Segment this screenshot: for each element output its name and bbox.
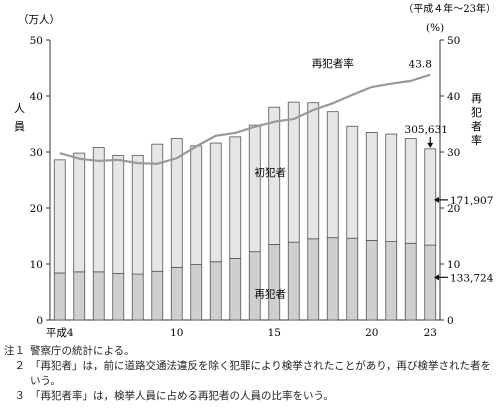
left-tick-label: 40 <box>30 91 43 103</box>
notes: 注１ 警察庁の統計による。 ２ 「再犯者」は，前に道路交通法違反を除く犯罪により… <box>4 344 496 404</box>
bar-first-offenders <box>268 106 281 245</box>
bar-repeat-offenders <box>346 237 359 321</box>
bar-first-offenders <box>326 111 339 239</box>
bar-first-offenders <box>404 138 417 244</box>
right-unit-label: (%) <box>426 22 444 34</box>
right-axis-title-char: 率 <box>471 133 482 147</box>
right-axis-title-char: 再 <box>471 92 482 105</box>
total-last-value: 305,631 <box>405 124 448 136</box>
bar-first-offenders <box>424 148 437 246</box>
bar-repeat-offenders <box>248 251 261 321</box>
note-2-text: 「再犯者」は，前に道路交通法違反を除く犯罪により検挙されたことがあり，再び検挙さ… <box>30 360 492 387</box>
bar-repeat-offenders <box>307 238 320 321</box>
bar-first-offenders <box>248 124 261 253</box>
bar-first-offenders <box>365 131 378 241</box>
bar-first-offenders <box>53 159 66 274</box>
bar-first-offenders <box>190 145 203 265</box>
note-1-text: 警察庁の統計による。 <box>30 345 135 357</box>
bar-repeat-offenders <box>92 271 105 321</box>
bar-repeat-offenders <box>151 270 164 321</box>
total-arrow-head <box>427 142 434 148</box>
repeat-last-value-arrow <box>434 274 439 281</box>
bar-repeat-offenders <box>209 261 222 321</box>
bar-first-offenders <box>385 133 398 242</box>
note-2: ２ 「再犯者」は，前に道路交通法違反を除く犯罪により検挙されたことがあり，再び検… <box>4 359 496 389</box>
right-axis-title-char: 者 <box>471 120 482 133</box>
left-unit-label: （万人） <box>18 14 60 26</box>
left-axis-title-char: 員 <box>14 120 25 133</box>
left-tick-label: 30 <box>30 147 43 159</box>
period-note: （平成４年～23年） <box>403 2 496 15</box>
bar-first-offenders <box>92 147 105 273</box>
right-tick-label: 40 <box>447 91 460 103</box>
left-tick-label: 10 <box>30 259 43 271</box>
bar-first-offenders <box>346 125 359 239</box>
first-last-value: 171,907 <box>450 195 493 207</box>
rate-last-value: 43.8 <box>409 59 432 71</box>
x-tick-label: 20 <box>365 327 378 339</box>
right-tick-label: 0 <box>447 315 454 327</box>
repeat-last-value: 133,724 <box>450 272 494 284</box>
bar-first-offenders <box>209 142 222 263</box>
left-tick-label: 0 <box>36 315 43 327</box>
bar-repeat-offenders <box>53 272 66 321</box>
note-1: 注１ 警察庁の統計による。 <box>4 344 496 359</box>
bar-repeat-offenders <box>424 244 437 321</box>
right-axis-title-char: 犯 <box>471 106 482 119</box>
x-tick-label: 15 <box>268 327 281 339</box>
right-tick-label: 50 <box>447 35 460 47</box>
note-3: ３ 「再犯者率」は，検挙人員に占める再犯者の人員の比率をいう。 <box>4 389 496 404</box>
bar-first-offenders <box>112 154 125 274</box>
x-tick-label: 平成4 <box>46 327 74 339</box>
x-tick-label: 23 <box>424 327 437 339</box>
bar-repeat-offenders <box>190 264 203 321</box>
right-tick-label: 10 <box>447 259 460 271</box>
bar-repeat-offenders <box>112 273 125 321</box>
bar-first-offenders <box>131 154 144 275</box>
left-tick-label: 50 <box>30 35 43 47</box>
bar-repeat-offenders <box>287 241 300 321</box>
note-1-label: 注１ <box>4 345 25 357</box>
bar-first-offenders <box>307 102 320 240</box>
bar-repeat-offenders <box>170 266 183 321</box>
right-tick-label: 30 <box>447 147 460 159</box>
bar-repeat-offenders <box>73 271 86 321</box>
bar-repeat-offenders <box>365 240 378 321</box>
left-tick-label: 20 <box>30 203 43 215</box>
bar-repeat-offenders <box>131 273 144 321</box>
bar-repeat-offenders <box>326 237 339 321</box>
note-2-label: ２ <box>4 360 25 372</box>
repeat-offenders-label: 再犯者 <box>255 288 287 300</box>
bar-first-offenders <box>170 138 183 268</box>
left-axis-title-char: 人 <box>14 102 25 115</box>
note-3-label: ３ <box>4 390 25 402</box>
right-tick-label: 20 <box>447 203 460 215</box>
bar-first-offenders <box>229 136 242 259</box>
x-tick-label: 10 <box>170 327 183 339</box>
bar-first-offenders <box>151 143 164 272</box>
first-last-value-arrow <box>434 196 439 203</box>
bar-repeat-offenders <box>229 257 242 321</box>
recidivism-rate-label: 再犯者率 <box>312 57 354 70</box>
bar-repeat-offenders <box>268 243 281 321</box>
bar-repeat-offenders <box>385 241 398 321</box>
bar-repeat-offenders <box>404 242 417 321</box>
recidivism-chart: （平成４年～23年） （万人） (%) 0 10 20 30 40 50 0 10 20 30 40… <box>14 2 496 339</box>
recidivism-rate-line <box>59 73 431 165</box>
bar-first-offenders <box>73 152 86 273</box>
first-offenders-label: 初犯者 <box>255 166 287 179</box>
bar-first-offenders <box>287 101 300 243</box>
note-3-text: 「再犯者率」は，検挙人員に占める再犯者の人員の比率をいう。 <box>30 390 334 402</box>
